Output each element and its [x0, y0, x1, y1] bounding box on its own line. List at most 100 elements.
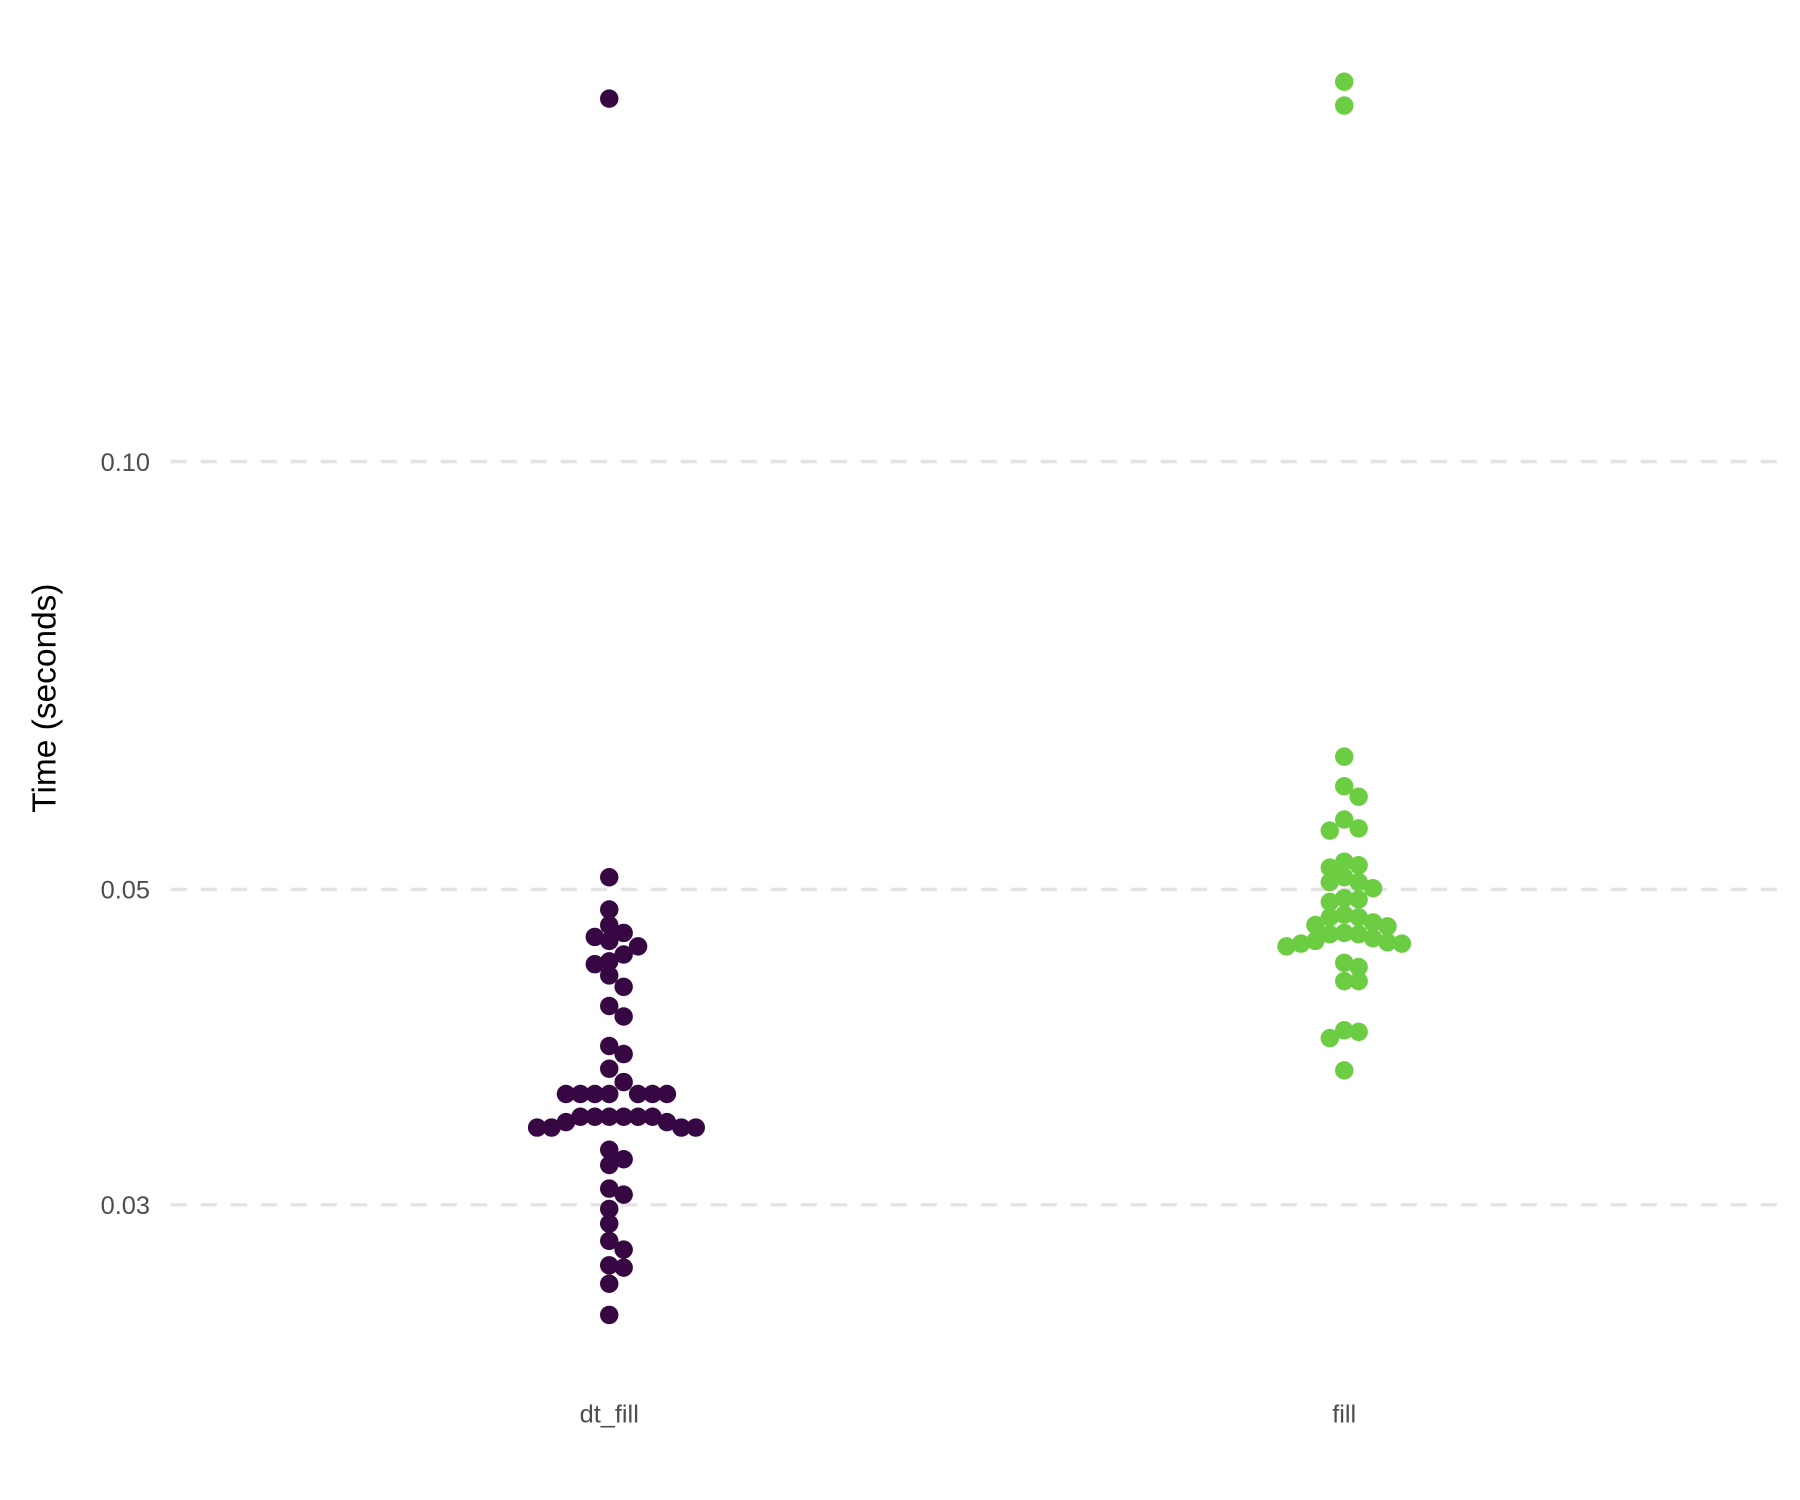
data-point-dt_fill — [614, 1007, 633, 1026]
data-point-fill — [1320, 908, 1340, 927]
data-point-fill — [1349, 925, 1368, 944]
data-point-fill — [1320, 821, 1340, 840]
data-point-fill — [1349, 971, 1368, 991]
data-point-fill — [1349, 957, 1368, 977]
data-point-dt_fill — [542, 1118, 561, 1137]
data-point-dt_fill — [600, 1214, 619, 1233]
data-point-fill — [1277, 937, 1296, 956]
data-point-dt_fill — [600, 89, 619, 108]
data-point-dt_fill — [600, 952, 619, 971]
data-point-fill — [1335, 1021, 1354, 1040]
data-point-dt_fill — [600, 966, 619, 985]
data-point-fill — [1335, 888, 1354, 908]
data-point-dt_fill — [614, 977, 633, 997]
data-point-dt_fill — [600, 915, 619, 935]
data-point-dt_fill — [614, 1072, 633, 1092]
data-point-dt_fill — [614, 923, 633, 943]
x-tick-label: fill — [1332, 1401, 1356, 1429]
data-point-dt_fill — [600, 1256, 619, 1275]
data-point-fill — [1349, 890, 1368, 909]
data-point-fill — [1378, 933, 1397, 952]
data-point-dt_fill — [527, 1118, 547, 1137]
data-point-dt_fill — [585, 1107, 605, 1126]
data-point-fill — [1320, 872, 1340, 892]
data-point-fill — [1335, 971, 1354, 991]
data-point-fill — [1335, 96, 1354, 115]
y-tick-label: 0.03 — [101, 1192, 150, 1220]
data-point-fill — [1335, 852, 1354, 871]
data-point-dt_fill — [600, 996, 619, 1016]
data-point-dt_fill — [600, 1140, 619, 1159]
data-point-fill — [1320, 892, 1340, 912]
data-point-dt_fill — [600, 1231, 619, 1251]
data-point-dt_fill — [571, 1084, 590, 1104]
data-point-fill — [1392, 934, 1412, 953]
data-point-fill — [1306, 931, 1325, 951]
data-point-dt_fill — [657, 1084, 677, 1104]
data-point-dt_fill — [614, 1185, 633, 1204]
data-point-fill — [1335, 810, 1354, 829]
data-points — [527, 72, 1412, 1325]
data-point-dt_fill — [614, 945, 633, 964]
data-point-dt_fill — [585, 954, 605, 974]
data-point-fill — [1363, 913, 1383, 932]
data-point-fill — [1306, 915, 1325, 935]
data-point-dt_fill — [628, 1107, 648, 1126]
data-point-fill — [1335, 1061, 1354, 1080]
y-axis-ticks: 0.03 0.05 0.10 — [101, 449, 150, 1220]
data-point-fill — [1349, 856, 1368, 875]
data-point-dt_fill — [614, 1107, 633, 1126]
data-point-dt_fill — [600, 1179, 619, 1198]
data-point-fill — [1335, 923, 1354, 943]
x-tick-label: dt_fill — [580, 1401, 639, 1429]
data-point-fill — [1363, 878, 1383, 898]
data-point-fill — [1335, 747, 1354, 766]
data-point-dt_fill — [600, 1036, 619, 1056]
data-point-dt_fill — [672, 1118, 691, 1137]
data-point-fill — [1320, 1028, 1340, 1048]
data-point-dt_fill — [600, 1274, 619, 1293]
data-point-dt_fill — [600, 1084, 619, 1104]
data-point-dt_fill — [600, 1305, 619, 1325]
data-point-dt_fill — [556, 1112, 576, 1132]
data-point-dt_fill — [628, 937, 648, 956]
data-point-fill — [1363, 929, 1383, 948]
data-point-fill — [1349, 787, 1368, 807]
data-point-fill — [1291, 934, 1311, 953]
data-point-dt_fill — [585, 1084, 605, 1104]
data-point-dt_fill — [600, 1107, 619, 1126]
data-point-fill — [1349, 819, 1368, 838]
data-point-fill — [1349, 1022, 1368, 1042]
x-axis-ticks: dt_fill fill — [580, 1401, 1357, 1429]
data-point-dt_fill — [600, 1199, 619, 1219]
data-point-fill — [1335, 868, 1354, 887]
data-point-dt_fill — [585, 927, 605, 947]
y-tick-label: 0.05 — [101, 877, 150, 905]
data-point-fill — [1349, 908, 1368, 927]
data-point-dt_fill — [571, 1107, 590, 1126]
data-point-dt_fill — [614, 1240, 633, 1259]
data-point-dt_fill — [628, 1084, 648, 1104]
data-point-dt_fill — [600, 931, 619, 951]
data-point-fill — [1378, 917, 1397, 936]
data-point-dt_fill — [600, 1059, 619, 1078]
data-point-fill — [1349, 872, 1368, 892]
data-point-dt_fill — [556, 1084, 576, 1104]
data-point-dt_fill — [643, 1107, 662, 1126]
data-point-dt_fill — [643, 1084, 662, 1104]
data-point-fill — [1335, 953, 1354, 973]
data-point-dt_fill — [686, 1118, 705, 1137]
data-point-fill — [1335, 777, 1354, 796]
y-tick-label: 0.10 — [101, 449, 150, 477]
data-point-dt_fill — [614, 1044, 633, 1064]
data-point-fill — [1320, 925, 1340, 944]
gridlines — [170, 459, 1789, 1207]
data-point-fill — [1320, 858, 1340, 877]
data-point-dt_fill — [657, 1112, 677, 1132]
y-axis-title: Time (seconds) — [26, 583, 63, 812]
data-point-dt_fill — [600, 1155, 619, 1175]
data-point-dt_fill — [600, 900, 619, 919]
data-point-dt_fill — [614, 1149, 633, 1169]
data-point-fill — [1335, 905, 1354, 924]
